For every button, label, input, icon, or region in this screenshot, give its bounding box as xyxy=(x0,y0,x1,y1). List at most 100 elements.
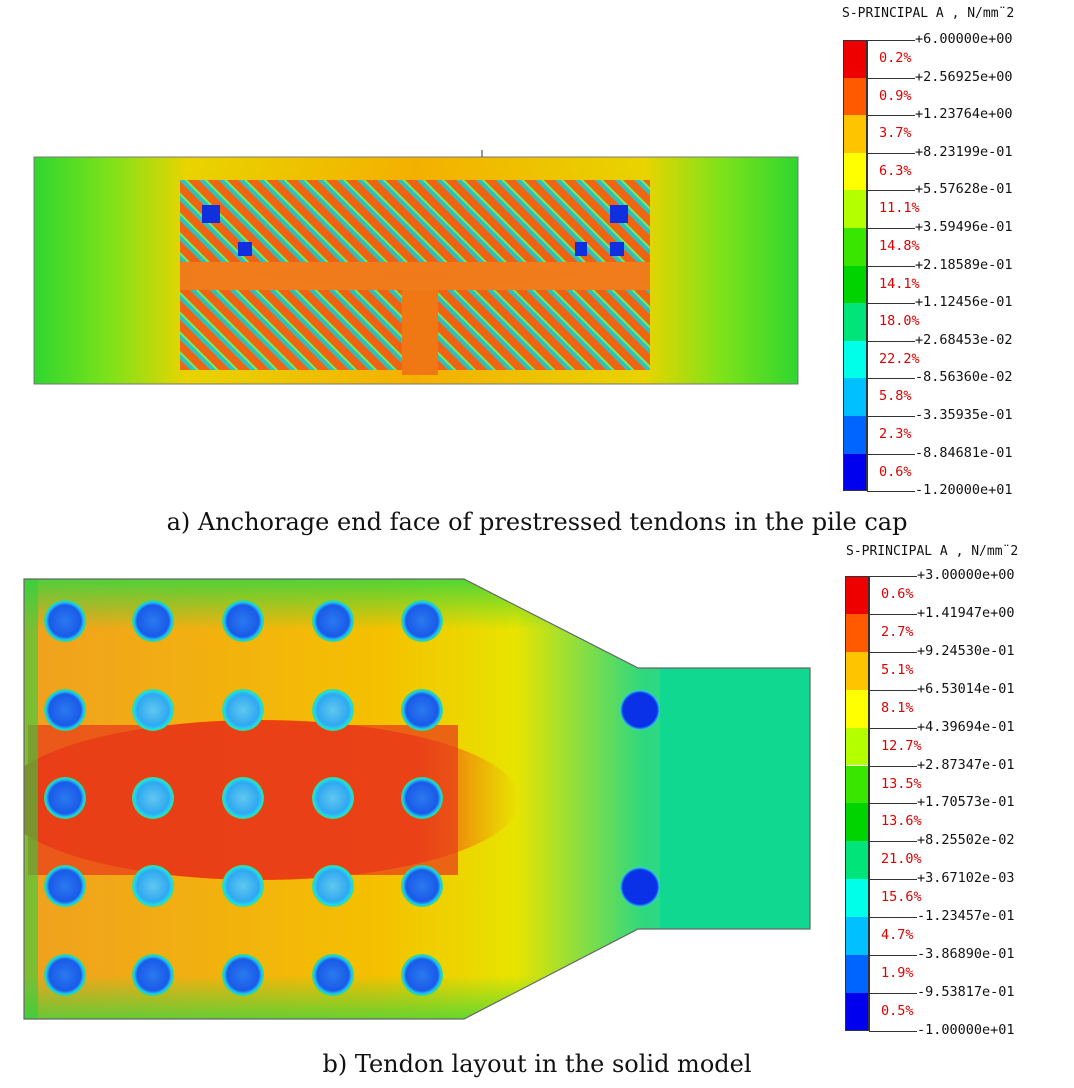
legend-a-swatch xyxy=(843,152,867,191)
legend-b-title: S-PRINCIPAL A , N/mm¨2 xyxy=(846,544,1019,559)
pile-circle xyxy=(44,777,86,819)
legend-a-value: -8.56360e-02 xyxy=(915,369,1013,386)
anchor-blue-block xyxy=(238,242,252,256)
legend-b-percent: 15.6% xyxy=(881,889,922,906)
pile-circle xyxy=(44,954,86,996)
legend-b-percent: 8.1% xyxy=(881,699,914,716)
legend-b-percent: 2.7% xyxy=(881,623,914,640)
legend-a-swatch xyxy=(843,115,867,153)
legend-a-title: S-PRINCIPAL A , N/mm¨2 xyxy=(842,6,1015,21)
legend-b-swatch xyxy=(845,765,869,804)
pile-cap-outline xyxy=(23,578,811,1020)
legend-b-value: +9.24530e-01 xyxy=(917,642,1015,659)
legend-b-swatch xyxy=(845,689,869,728)
legend-a-value: +3.59496e-01 xyxy=(915,219,1013,235)
legend-a-percent: 3.7% xyxy=(879,125,912,142)
pile-circle xyxy=(222,865,264,907)
legend-b-value: +1.41947e+00 xyxy=(917,604,1015,621)
pile-circle xyxy=(620,867,660,907)
legend-a-percent: 0.9% xyxy=(879,87,912,104)
legend-b-value: +3.67102e-03 xyxy=(917,870,1015,887)
legend-b-swatch xyxy=(845,879,869,918)
legend-a-percent: 22.2% xyxy=(879,350,920,367)
legend-a-percent: 5.8% xyxy=(879,388,912,405)
legend-b-swatch xyxy=(845,576,869,614)
pile-circle xyxy=(222,600,264,642)
legend-b-value: +8.25502e-02 xyxy=(917,832,1015,849)
caption-a: a) Anchorage end face of prestressed ten… xyxy=(166,508,908,536)
legend-a-value: -3.35935e-01 xyxy=(915,407,1013,423)
pile-circle xyxy=(132,865,174,907)
legend-b-percent: 0.5% xyxy=(881,1002,914,1019)
legend-a-value: +1.23764e+00 xyxy=(915,106,1013,123)
legend-b-value: +6.53014e-01 xyxy=(917,680,1015,697)
legend-b-value: +3.00000e+00 xyxy=(917,567,1015,583)
pile-circle xyxy=(312,777,354,819)
legend-a-swatch xyxy=(843,190,867,228)
legend-b-swatch xyxy=(845,992,869,1031)
caption-b: b) Tendon layout in the solid model xyxy=(322,1050,752,1078)
legend-a-value: +2.68453e-02 xyxy=(915,331,1013,348)
legend-b-percent: 5.1% xyxy=(881,661,914,678)
panel-b-contour-plot xyxy=(23,578,811,1020)
upper-anchorage-zone xyxy=(180,180,650,262)
legend-b-swatch xyxy=(845,727,869,766)
legend-b-value: -9.53817e-01 xyxy=(917,983,1015,1000)
pile-circle xyxy=(401,865,443,907)
legend-b-swatch xyxy=(845,803,869,842)
legend-b-percent: 1.9% xyxy=(881,965,914,981)
pile-circle xyxy=(312,954,354,996)
legend-a-swatch xyxy=(843,453,867,492)
legend-a-value: +6.00000e+00 xyxy=(915,31,1013,47)
legend-a-percent: 14.1% xyxy=(879,275,920,292)
legend-b-value: +1.70573e-01 xyxy=(917,794,1015,811)
pile-circle xyxy=(132,600,174,642)
anchor-blue-block xyxy=(575,242,587,256)
legend-a-percent: 11.1% xyxy=(879,200,920,217)
pile-circle xyxy=(312,600,354,642)
pile-circle xyxy=(222,689,264,731)
legend-b-value: -1.23457e-01 xyxy=(917,908,1015,925)
legend-b-swatch xyxy=(845,651,869,690)
pile-circle xyxy=(44,865,86,907)
legend-b-value: -1.00000e+01 xyxy=(917,1021,1015,1038)
legend-a-percent: 18.0% xyxy=(879,313,920,330)
pile-circle xyxy=(132,689,174,731)
pile-circle xyxy=(132,954,174,996)
legend-a-value: +2.18589e-01 xyxy=(915,256,1013,273)
anchor-blue-block xyxy=(610,205,628,223)
pile-circle xyxy=(132,777,174,819)
legend-a-percent: 0.2% xyxy=(879,50,912,66)
panel-a-contour-plot xyxy=(33,150,799,385)
legend-b-percent: 13.5% xyxy=(881,775,922,792)
legend-b-percent: 0.6% xyxy=(881,586,914,602)
pile-circle xyxy=(401,954,443,996)
legend-a: 0.2% 0.9% 3.7% 6.3% 11.1% 14.8% 14.1% 18.0% 22.2… xyxy=(843,31,1074,499)
pile-circle xyxy=(44,600,86,642)
legend-b-percent: 21.0% xyxy=(881,851,922,868)
pile-circle xyxy=(401,600,443,642)
legend-a-value: -1.20000e+01 xyxy=(915,482,1013,499)
legend-b-percent: 4.7% xyxy=(881,927,914,944)
legend-a-swatch xyxy=(843,416,867,454)
legend-a-swatch xyxy=(843,378,867,416)
legend-a-value: +8.23199e-01 xyxy=(915,143,1013,160)
pile-circle xyxy=(222,954,264,996)
legend-a-swatch xyxy=(843,228,867,266)
legend-b-value: -3.86890e-01 xyxy=(917,946,1015,962)
legend-b-swatch xyxy=(845,955,869,993)
legend-b: 0.6% 2.7% 5.1% 8.1% 12.7% 13.5% 13.6% 21.0% 15.6… xyxy=(845,567,1074,1038)
pile-circle xyxy=(401,689,443,731)
anchor-blue-block xyxy=(610,242,624,256)
legend-b-swatch xyxy=(845,917,869,955)
pile-circle xyxy=(620,690,660,730)
legend-a-swatch xyxy=(843,340,867,379)
legend-a-value: +5.57628e-01 xyxy=(915,181,1013,198)
legend-b-percent: 12.7% xyxy=(881,737,922,754)
legend-a-value: -8.84681e-01 xyxy=(915,444,1013,461)
legend-a-swatch xyxy=(843,265,867,304)
legend-a-percent: 0.6% xyxy=(879,463,912,480)
legend-a-percent: 6.3% xyxy=(879,162,912,179)
legend-a-swatch xyxy=(843,40,867,78)
legend-b-percent: 13.6% xyxy=(881,813,922,830)
